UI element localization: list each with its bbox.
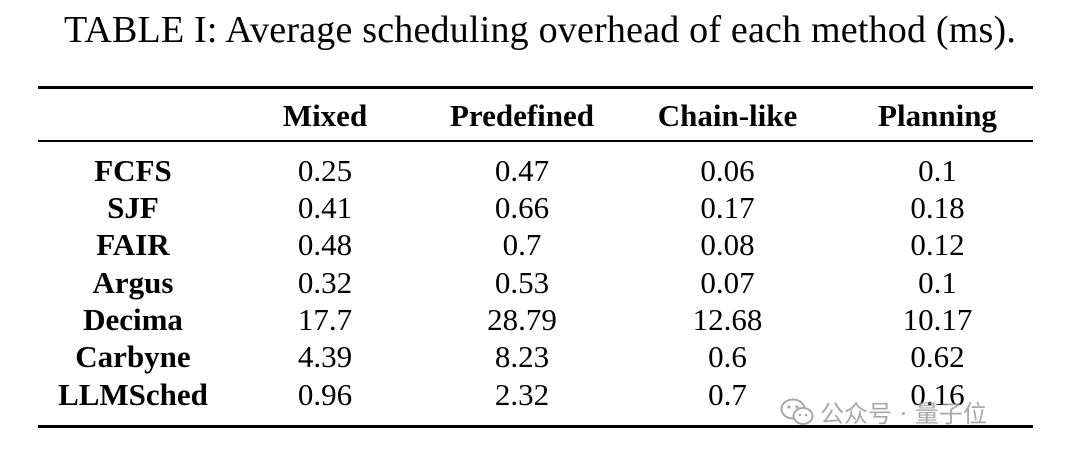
table-cell: 10.17 xyxy=(902,302,973,337)
table-cell: 0.25 xyxy=(297,153,353,188)
row-label-decima: Decima xyxy=(83,302,183,337)
table-cell: 4.39 xyxy=(297,339,353,374)
table-cell: 0.17 xyxy=(700,190,755,225)
table-cell: 0.1 xyxy=(918,265,957,300)
table-cell: 0.6 xyxy=(708,339,747,374)
table-cell: 0.47 xyxy=(494,153,550,188)
table-cell: 0.32 xyxy=(297,265,353,300)
table-cell: 28.79 xyxy=(487,302,557,337)
bottom-rule xyxy=(38,425,1033,428)
column-header-chain-like: Chain-like xyxy=(657,98,798,133)
table-cell: 0.07 xyxy=(700,265,755,300)
table-cell: 0.06 xyxy=(700,153,755,188)
watermark-text: 公众号 · 量子位 xyxy=(820,400,987,428)
row-label-fair: FAIR xyxy=(96,227,170,262)
table-cell: 0.12 xyxy=(910,227,965,262)
table-cell: 0.08 xyxy=(700,227,755,262)
table-cell: 8.23 xyxy=(494,339,550,374)
table-cell: 0.18 xyxy=(910,190,965,225)
table-cell: 0.53 xyxy=(494,265,550,300)
watermark: 公众号 · 量子位 xyxy=(780,394,987,429)
table-cell: 0.7 xyxy=(708,377,747,412)
column-header-mixed: Mixed xyxy=(282,98,368,133)
table-cell: 0.66 xyxy=(494,190,550,225)
table-cell: 0.62 xyxy=(910,339,965,374)
table-cell: 0.7 xyxy=(502,227,542,262)
table-cell: 0.16 xyxy=(910,377,965,412)
column-header-planning: Planning xyxy=(878,98,997,133)
table-cell: 0.1 xyxy=(918,153,957,188)
top-rule xyxy=(38,86,1033,89)
column-header-predefined: Predefined xyxy=(449,98,595,133)
table-cell: 17.7 xyxy=(297,302,353,337)
table-caption: TABLE I: Average scheduling overhead of … xyxy=(63,9,1017,51)
row-label-argus: Argus xyxy=(92,265,174,300)
row-label-llmsched: LLMSched xyxy=(58,377,208,412)
table-cell: 0.41 xyxy=(297,190,353,225)
row-label-carbyne: Carbyne xyxy=(75,339,191,374)
row-label-sjf: SJF xyxy=(107,190,159,225)
wechat-icon xyxy=(780,397,814,427)
table-cell: 12.68 xyxy=(692,302,763,337)
table-cell: 2.32 xyxy=(494,377,550,412)
table-cell: 0.48 xyxy=(297,227,353,262)
row-label-fcfs: FCFS xyxy=(94,153,172,188)
table-cell: 0.96 xyxy=(297,377,353,412)
header-rule xyxy=(38,140,1033,142)
